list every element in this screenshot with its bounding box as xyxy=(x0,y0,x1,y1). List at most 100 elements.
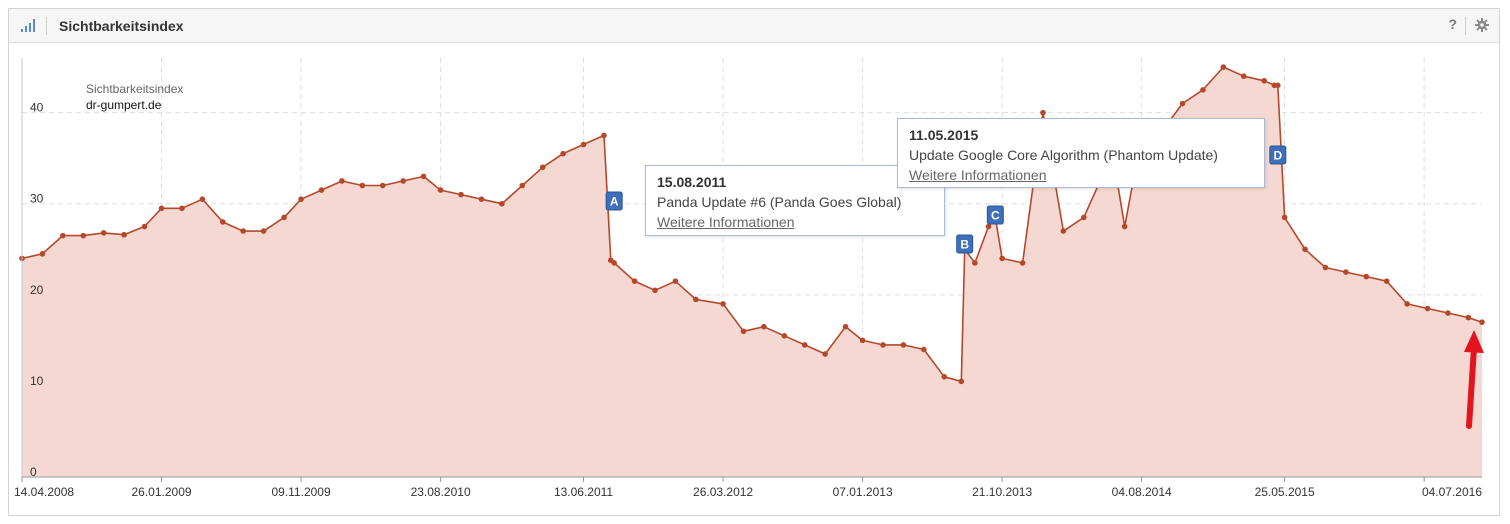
x-tick-label: 25.05.2015 xyxy=(1255,485,1315,499)
data-point xyxy=(693,296,699,303)
data-point xyxy=(900,342,907,348)
tooltip-description: Panda Update #6 (Panda Goes Global) xyxy=(657,194,902,210)
data-point xyxy=(158,205,165,212)
data-point xyxy=(219,219,226,225)
data-point xyxy=(1302,246,1308,253)
data-point xyxy=(1275,82,1281,89)
data-point xyxy=(478,196,485,202)
data-point xyxy=(652,287,658,294)
data-point xyxy=(1060,228,1067,234)
data-point xyxy=(1040,109,1046,116)
data-point xyxy=(859,337,866,344)
data-point xyxy=(1424,305,1431,312)
data-point xyxy=(801,342,808,348)
event-badge xyxy=(605,191,623,211)
x-tick-label: 07.01.2013 xyxy=(833,485,893,499)
data-point xyxy=(1261,77,1267,84)
header-divider xyxy=(46,17,47,35)
x-tick-label: 23.08.2010 xyxy=(411,485,471,499)
data-point xyxy=(580,141,587,148)
data-point xyxy=(560,150,566,157)
event-badge xyxy=(986,205,1004,225)
data-point xyxy=(740,328,747,335)
x-tick-label: 26.03.2012 xyxy=(693,485,753,499)
data-point xyxy=(720,301,726,307)
event-badge xyxy=(1269,145,1287,165)
panel-header: Sichtbarkeitsindex ? xyxy=(9,9,1499,43)
data-point xyxy=(1383,278,1390,284)
data-point xyxy=(672,278,679,284)
data-point xyxy=(281,214,287,221)
legend-series-label: Sichtbarkeitsindex xyxy=(86,82,183,96)
y-tick-label: 0 xyxy=(30,465,37,479)
data-point xyxy=(941,374,948,380)
data-point xyxy=(298,196,304,202)
y-tick-label: 20 xyxy=(30,283,44,297)
data-point xyxy=(400,178,406,184)
tooltip-description: Update Google Core Algorithm (Phantom Up… xyxy=(909,147,1218,163)
data-point xyxy=(420,173,427,180)
data-point xyxy=(1121,223,1128,230)
data-point xyxy=(761,323,767,330)
y-tick-label: 30 xyxy=(30,192,44,206)
more-info-link[interactable]: Weitere Informationen xyxy=(657,214,795,230)
bar-chart-icon xyxy=(21,19,35,32)
event-tooltip-a: 15.08.2011 Panda Update #6 (Panda Goes G… xyxy=(645,165,945,236)
data-point xyxy=(1240,73,1247,80)
event-markers: A B C D xyxy=(605,145,1287,254)
gear-icon[interactable] xyxy=(1475,18,1489,32)
event-marker-d: D xyxy=(1269,145,1287,165)
data-point xyxy=(611,260,617,266)
data-point xyxy=(822,351,828,357)
data-point xyxy=(179,205,185,212)
data-point xyxy=(437,187,444,193)
data-point xyxy=(80,232,87,239)
red-arrow-annotation xyxy=(1464,330,1484,429)
data-point xyxy=(985,223,992,230)
legend-domain: dr-gumpert.de xyxy=(86,98,162,112)
data-point xyxy=(499,200,505,207)
data-point xyxy=(121,231,127,238)
data-point xyxy=(781,333,788,339)
data-point xyxy=(1322,264,1329,271)
data-point xyxy=(519,182,526,189)
x-tick-label: 21.10.2013 xyxy=(972,485,1032,499)
data-point xyxy=(199,196,206,202)
event-badge-label: B xyxy=(960,238,969,252)
y-tick-label: 10 xyxy=(30,374,44,388)
data-point xyxy=(1200,87,1206,93)
data-point xyxy=(359,182,366,189)
area-fill xyxy=(22,67,1482,477)
event-badge-label: C xyxy=(991,209,1000,223)
panel-title: Sichtbarkeitsindex xyxy=(59,18,184,34)
y-tick-label: 40 xyxy=(30,101,44,115)
data-point xyxy=(1465,314,1472,321)
event-badge-label: D xyxy=(1273,149,1282,163)
data-point xyxy=(1281,214,1288,221)
data-point xyxy=(260,228,267,234)
arrow-head xyxy=(1464,330,1484,353)
data-point xyxy=(1343,269,1349,275)
data-point xyxy=(631,278,638,284)
help-icon[interactable]: ? xyxy=(1448,16,1457,32)
data-point xyxy=(972,260,978,266)
data-point xyxy=(1363,273,1370,280)
data-point xyxy=(539,164,546,171)
data-point xyxy=(999,255,1005,262)
data-point xyxy=(601,132,607,139)
data-point xyxy=(921,346,927,353)
x-tick-label: 14.04.2008 xyxy=(14,485,74,499)
data-points xyxy=(19,64,1485,385)
data-point xyxy=(39,251,46,257)
axes: 0 10 20 30 40 14.04.2008 26.01.2009 09.11.2009 2… xyxy=(14,58,1482,499)
tooltip-date: 11.05.2015 xyxy=(909,127,979,143)
data-point xyxy=(141,223,148,230)
data-point xyxy=(339,178,345,184)
data-point xyxy=(1081,214,1087,221)
more-info-link[interactable]: Weitere Informationen xyxy=(909,167,1047,183)
event-badge-label: A xyxy=(610,195,619,209)
x-tick-label: 04.07.2016 xyxy=(1422,485,1482,499)
event-tooltip-d: 11.05.2015 Update Google Core Algorithm … xyxy=(897,118,1265,188)
event-marker-a: A xyxy=(605,191,623,211)
data-point xyxy=(958,378,965,385)
